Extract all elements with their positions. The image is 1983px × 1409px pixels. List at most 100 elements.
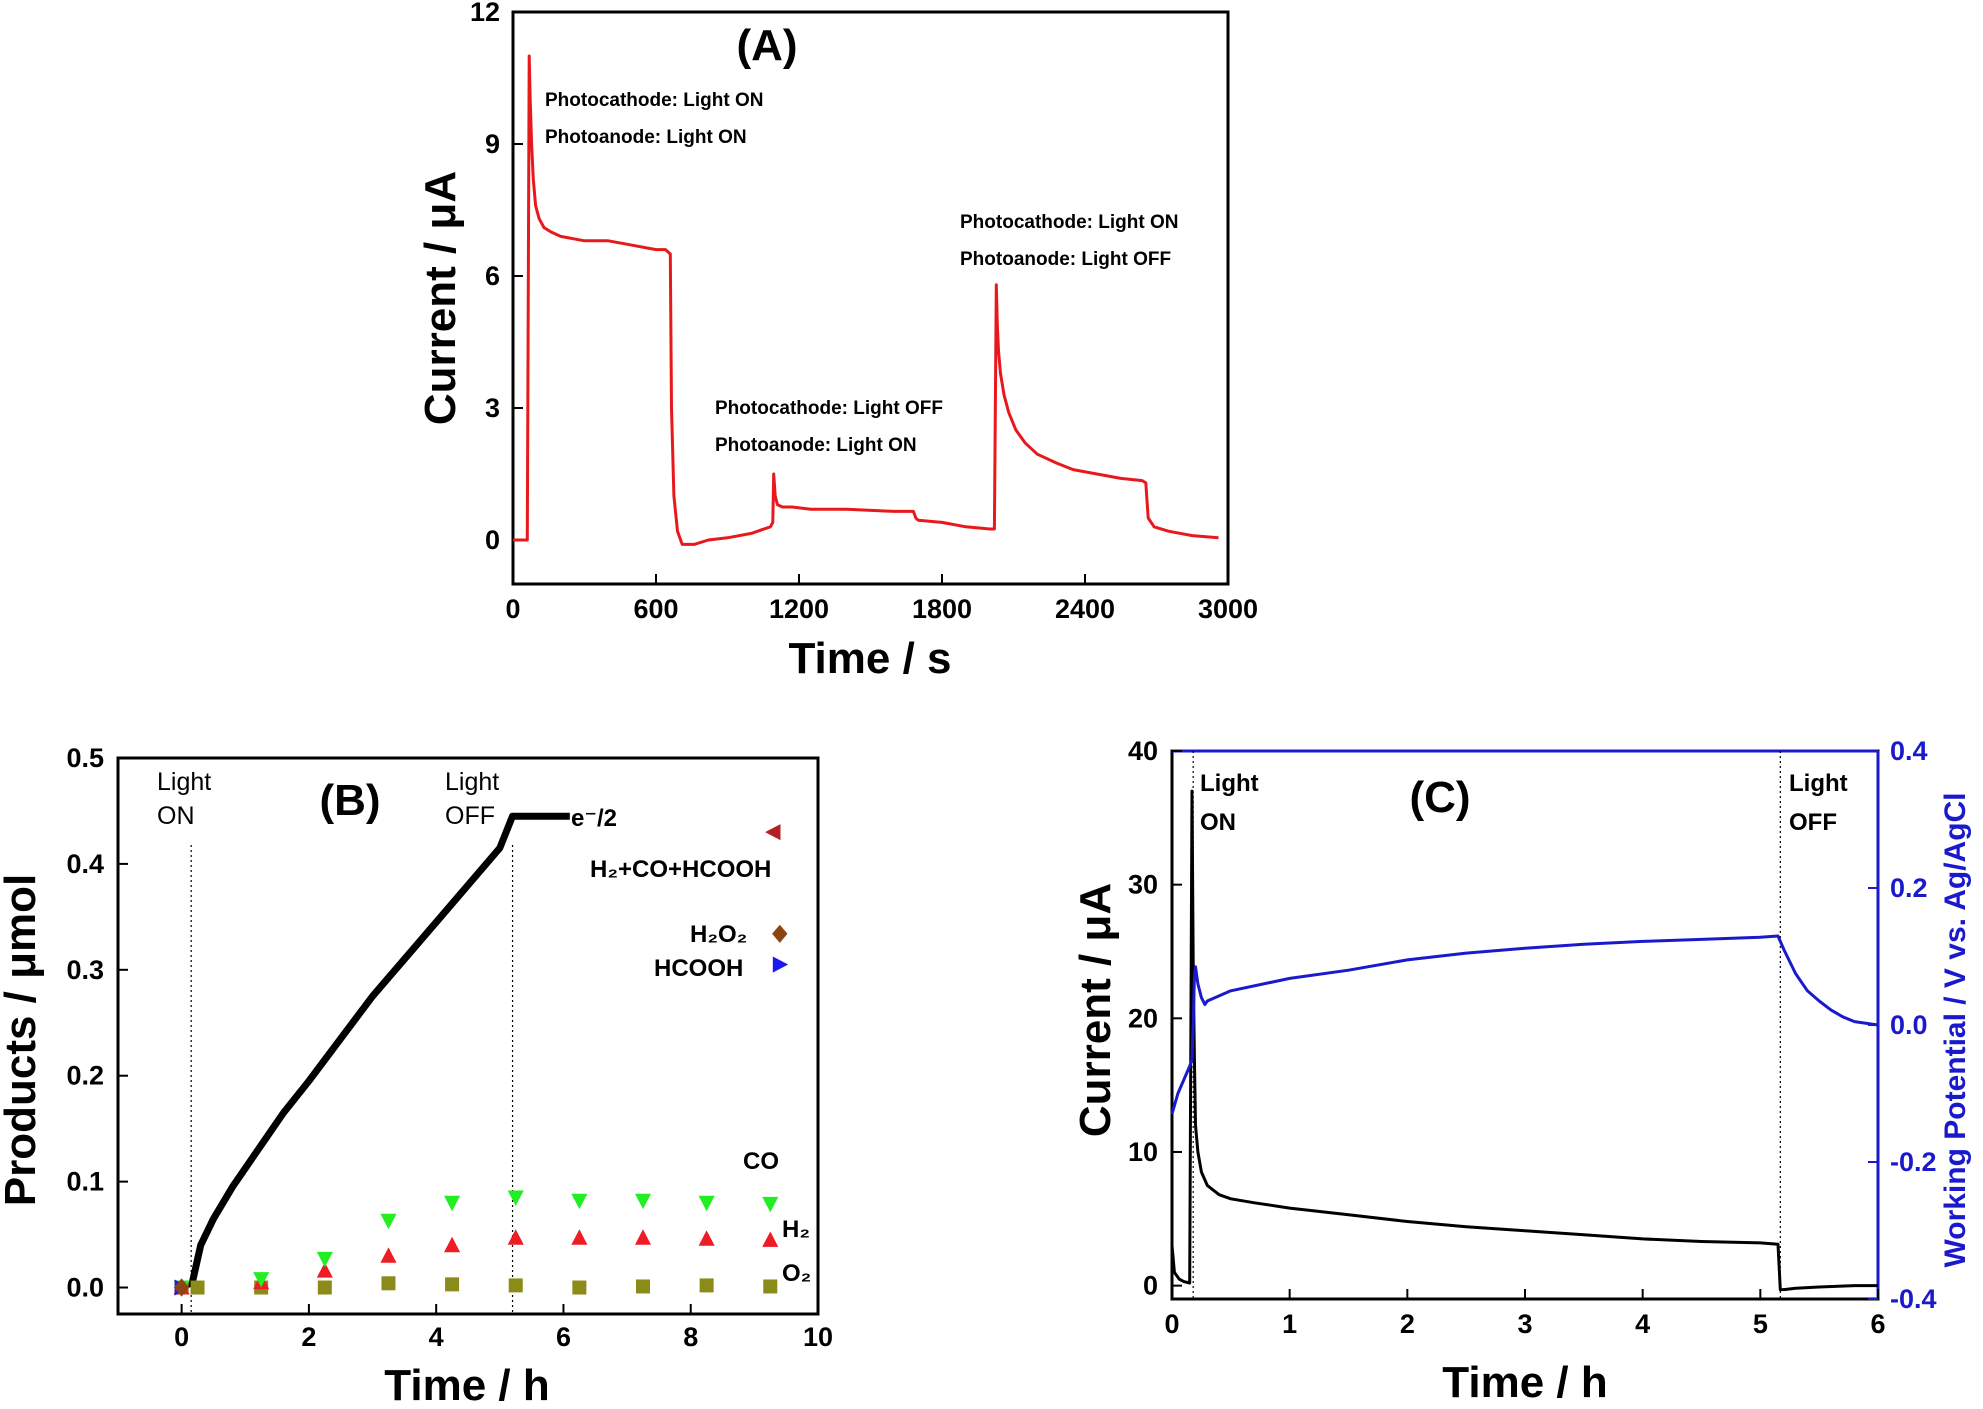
- panel-a-annot-5: Photocathode: Light ON: [960, 212, 1178, 233]
- panel-b-point-o2: [572, 1280, 587, 1295]
- panel-b-xtick-label: 8: [683, 1322, 698, 1352]
- panel-c-xtick-label: 3: [1517, 1309, 1532, 1339]
- panel-b-ytick-label: 0.4: [66, 849, 104, 879]
- panel-b-point-o2: [445, 1277, 460, 1292]
- panel-b-co-label: CO: [743, 1148, 779, 1175]
- panel-b-point-co: [253, 1272, 270, 1288]
- panel-c-y2tick-label: 0.2: [1890, 873, 1928, 903]
- panel-c-frame: [1170, 749, 1880, 1301]
- panel-b-xtick-label: 4: [429, 1322, 444, 1352]
- panel-c: (C) Time / h Current / μA Working Potent…: [1071, 736, 1972, 1407]
- panel-c-ylabel: Current / μA: [1071, 883, 1120, 1137]
- panel-b-point-co: [507, 1190, 524, 1206]
- panel-c-xtick-label: 2: [1400, 1309, 1415, 1339]
- panel-c-y2tick-label: -0.4: [1890, 1284, 1937, 1314]
- panel-a-xlabel: Time / s: [788, 634, 951, 683]
- panel-b-point-h2o2: [173, 1278, 190, 1297]
- panel-b-ytick-label: 0.5: [66, 743, 104, 773]
- panel-c-label: (C): [1409, 773, 1470, 822]
- panel-a-annot-2: Photoanode: Light ON: [545, 127, 747, 148]
- panel-b-point-o2: [317, 1280, 332, 1295]
- panel-b-point-h2: [444, 1236, 461, 1253]
- panel-b-label: (B): [319, 776, 380, 825]
- panel-b-ytick-label: 0.3: [66, 955, 104, 985]
- panel-b-point-o2: [699, 1278, 714, 1293]
- panel-c-current-line: [1170, 789, 1878, 1292]
- panel-a-xtick-label: 2400: [1055, 594, 1115, 624]
- panel-c-ytick-label: 40: [1128, 736, 1158, 766]
- panel-b-point-o2: [381, 1276, 396, 1291]
- panel-c-ytick-label: 0: [1143, 1271, 1158, 1301]
- panel-a-ytick-label: 12: [470, 0, 500, 27]
- panel-c-y2label: Working Potential / V vs. Ag/AgCl: [1939, 792, 1972, 1267]
- panel-a-frame: [511, 10, 1230, 586]
- panel-c-ytick-label: 20: [1128, 1003, 1158, 1033]
- panel-a-xtick-label: 1200: [769, 594, 829, 624]
- panel-b-eline-label: e⁻/2: [571, 805, 617, 832]
- panel-b-point-o2: [636, 1279, 650, 1294]
- panel-b-light-off-2: OFF: [445, 802, 495, 830]
- panel-c-xtick-label: 5: [1753, 1309, 1768, 1339]
- panel-b-point-h2: [316, 1262, 333, 1278]
- panel-b-hcooh-label: HCOOH: [654, 955, 743, 982]
- panel-b-xtick-label: 6: [556, 1322, 571, 1352]
- panel-c-xtick-label: 1: [1282, 1309, 1297, 1339]
- panel-c-xlabel: Time / h: [1442, 1358, 1607, 1404]
- panel-a-xtick-label: 3000: [1198, 594, 1258, 624]
- panel-a-ytick-label: 9: [485, 129, 500, 159]
- panel-b-sum-label: H₂+CO+HCOOH: [590, 856, 771, 883]
- panel-b-point-o2: [190, 1280, 205, 1295]
- panel-b-point-h2: [762, 1231, 779, 1247]
- panel-a-ylabel: Current / μA: [416, 171, 465, 425]
- panel-a: (A) Time / s Current / μA Photocathode: …: [416, 0, 1258, 683]
- panel-a-ytick-label: 6: [485, 261, 500, 291]
- panel-c-y2tick-label: -0.2: [1890, 1147, 1937, 1177]
- panel-c-light-on-1: Light: [1200, 770, 1259, 797]
- panel-b-point-co: [635, 1193, 651, 1210]
- panel-a-annot-3: Photocathode: Light OFF: [715, 398, 943, 419]
- panel-b-point-co: [698, 1195, 715, 1212]
- panel-b-point-o2: [763, 1279, 778, 1294]
- panel-b-ytick-label: 0.2: [66, 1061, 104, 1091]
- panel-b-xtick-label: 10: [803, 1322, 833, 1352]
- panel-c-potential-line: [1170, 934, 1879, 1115]
- panel-a-ytick-label: 0: [485, 525, 500, 555]
- panel-c-light-on-2: ON: [1200, 809, 1236, 836]
- panel-c-xtick-label: 0: [1164, 1309, 1179, 1339]
- panel-a-marks: 0 600 1200 1800 2400 3000 0 3 6 9 12: [470, 0, 1258, 624]
- panel-b-ytick-label: 0.1: [66, 1167, 104, 1197]
- panel-b-frame: [116, 756, 820, 1316]
- panel-a-xtick-label: 0: [505, 594, 520, 624]
- panel-b-ytick-label: 0.0: [66, 1273, 104, 1303]
- panel-b-light-on-1: Light: [157, 768, 211, 796]
- panel-b-point-co: [316, 1251, 333, 1268]
- panel-b-point-co: [444, 1195, 461, 1212]
- panel-b-point-h2: [380, 1247, 397, 1263]
- panel-b-point-o2: [508, 1278, 523, 1293]
- panel-c-light-off-1: Light: [1789, 770, 1848, 797]
- panel-a-annot-1: Photocathode: Light ON: [545, 90, 763, 111]
- panel-b-point-co: [380, 1213, 397, 1230]
- panel-a-xtick-label: 1800: [912, 594, 972, 624]
- panel-b-point-co: [762, 1196, 779, 1213]
- panel-a-annot-4: Photoanode: Light ON: [715, 435, 917, 456]
- panel-b-xtick-label: 0: [174, 1322, 189, 1352]
- panel-b-point-h2: [507, 1229, 524, 1245]
- panel-b-o2-label: O₂: [782, 1260, 811, 1287]
- panel-a-annot-6: Photoanode: Light OFF: [960, 249, 1171, 270]
- panel-b-point-h2o2: [772, 924, 788, 943]
- panel-b-light-on-2: ON: [157, 802, 195, 830]
- panel-c-ytick-label: 30: [1128, 870, 1158, 900]
- panel-b-point-h2: [571, 1229, 588, 1245]
- panel-b-point-co: [571, 1193, 588, 1210]
- panel-b-point-h2: [635, 1229, 651, 1245]
- panel-b-light-off-1: Light: [445, 768, 499, 796]
- panel-b-point-hcooh: [772, 956, 789, 973]
- panel-c-xtick-label: 6: [1870, 1309, 1885, 1339]
- panel-b-point-sum: [765, 824, 781, 841]
- panel-a-label: (A): [736, 21, 797, 70]
- panel-a-xtick-label: 600: [633, 594, 678, 624]
- panel-c-y2tick-label: 0.4: [1890, 736, 1928, 766]
